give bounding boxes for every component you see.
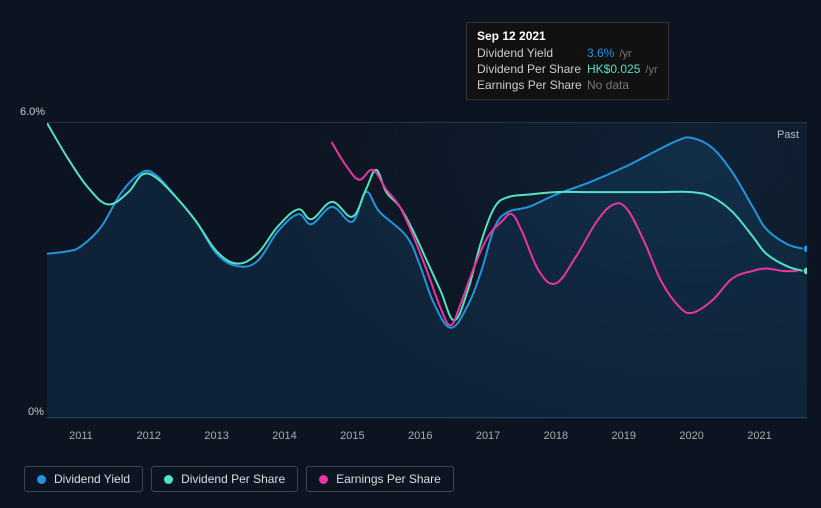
- tooltip-label: Dividend Per Share: [477, 62, 587, 76]
- legend-swatch: [319, 475, 328, 484]
- y-axis-min: 0%: [28, 406, 44, 418]
- tooltip-value: 3.6% /yr: [587, 46, 632, 60]
- x-axis-tick: 2011: [69, 430, 93, 442]
- tooltip-label: Dividend Yield: [477, 46, 587, 60]
- legend-label: Dividend Yield: [54, 472, 130, 486]
- legend-item[interactable]: Earnings Per Share: [306, 466, 454, 492]
- legend-item[interactable]: Dividend Per Share: [151, 466, 298, 492]
- tooltip-date: Sep 12 2021: [477, 29, 658, 43]
- y-axis-max: 6.0%: [20, 106, 45, 118]
- legend-item[interactable]: Dividend Yield: [24, 466, 143, 492]
- x-axis: 2011 2012 2013 2014 2015 2016 2017 2018 2019 2020…: [47, 430, 807, 446]
- chart-tooltip: Sep 12 2021 Dividend Yield3.6% /yrDivide…: [466, 22, 669, 100]
- x-axis-tick: 2017: [476, 430, 500, 442]
- chart-plot-area[interactable]: Past: [47, 122, 807, 418]
- x-axis-tick: 2015: [340, 430, 364, 442]
- legend-swatch: [164, 475, 173, 484]
- x-axis-tick: 2014: [272, 430, 296, 442]
- tooltip-value: No data: [587, 78, 629, 92]
- x-axis-tick: 2019: [612, 430, 636, 442]
- x-axis-tick: 2021: [747, 430, 771, 442]
- tooltip-value: HK$0.025 /yr: [587, 62, 658, 76]
- tooltip-row: Dividend Per ShareHK$0.025 /yr: [477, 61, 658, 77]
- chart-svg: [47, 123, 807, 419]
- tooltip-label: Earnings Per Share: [477, 78, 587, 92]
- chart-legend: Dividend Yield Dividend Per Share Earnings…: [24, 466, 454, 492]
- x-axis-tick: 2018: [544, 430, 568, 442]
- x-axis-tick: 2020: [679, 430, 703, 442]
- x-axis-tick: 2013: [204, 430, 228, 442]
- legend-swatch: [37, 475, 46, 484]
- x-axis-tick: 2012: [137, 430, 161, 442]
- x-axis-tick: 2016: [408, 430, 432, 442]
- tooltip-row: Dividend Yield3.6% /yr: [477, 45, 658, 61]
- legend-label: Dividend Per Share: [181, 472, 285, 486]
- tooltip-row: Earnings Per ShareNo data: [477, 77, 658, 93]
- legend-label: Earnings Per Share: [336, 472, 441, 486]
- dividend-chart: 6.0% 0% Past: [20, 108, 810, 418]
